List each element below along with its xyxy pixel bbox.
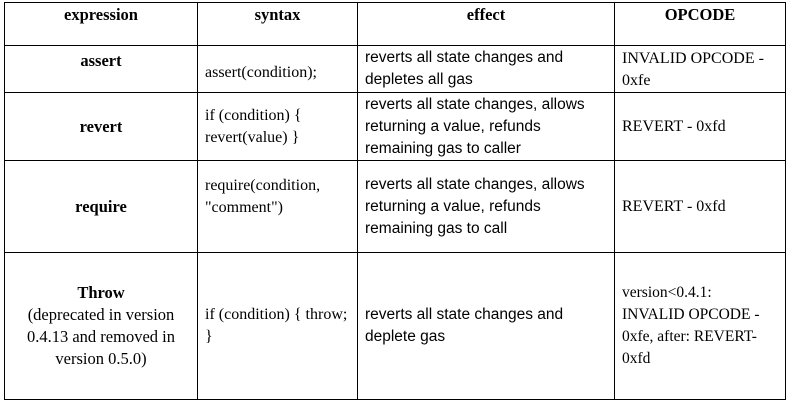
comparison-table: expression syntax effect OPCODE assert a… [4,2,786,400]
expression-name: Throw [77,283,125,302]
header-syntax: syntax [197,2,358,46]
expression-cell: assert [4,45,198,93]
effect-cell: reverts all state changes and deplete ga… [357,252,615,400]
expression-name: require [75,196,127,216]
opcode-cell: version<0.4.1: INVALID OPCODE - 0xfe, af… [614,252,786,400]
syntax-cell: if (condition) { revert(value) } [197,92,358,161]
table-row: assert assert(condition); reverts all st… [4,45,786,93]
table-row: Throw (deprecated in version 0.4.13 and … [4,252,786,400]
expression-name: revert [79,116,123,136]
expression-cell: revert [4,92,198,161]
opcode-cell: REVERT - 0xfd [614,92,786,161]
syntax-cell: require(condition, "comment") [197,160,358,253]
expression-note: (deprecated in version 0.4.13 and remove… [26,305,175,368]
expression-name: assert [80,51,122,70]
table-row: require require(condition, "comment") re… [4,160,786,253]
header-row: expression syntax effect OPCODE [4,2,786,46]
effect-cell: reverts all state changes, allows return… [357,160,615,253]
syntax-cell: if (condition) { throw; } [197,252,358,400]
header-expression: expression [4,2,198,46]
header-effect: effect [357,2,615,46]
expression-cell: Throw (deprecated in version 0.4.13 and … [4,252,198,400]
opcode-cell: REVERT - 0xfd [614,160,786,253]
effect-cell: reverts all state changes, allows return… [357,92,615,161]
opcode-cell: INVALID OPCODE - 0xfe [614,45,786,93]
header-opcode: OPCODE [614,2,786,46]
syntax-cell: assert(condition); [197,45,358,93]
table-row: revert if (condition) { revert(value) } … [4,92,786,161]
effect-cell: reverts all state changes and depletes a… [357,45,615,93]
expression-cell: require [4,160,198,253]
